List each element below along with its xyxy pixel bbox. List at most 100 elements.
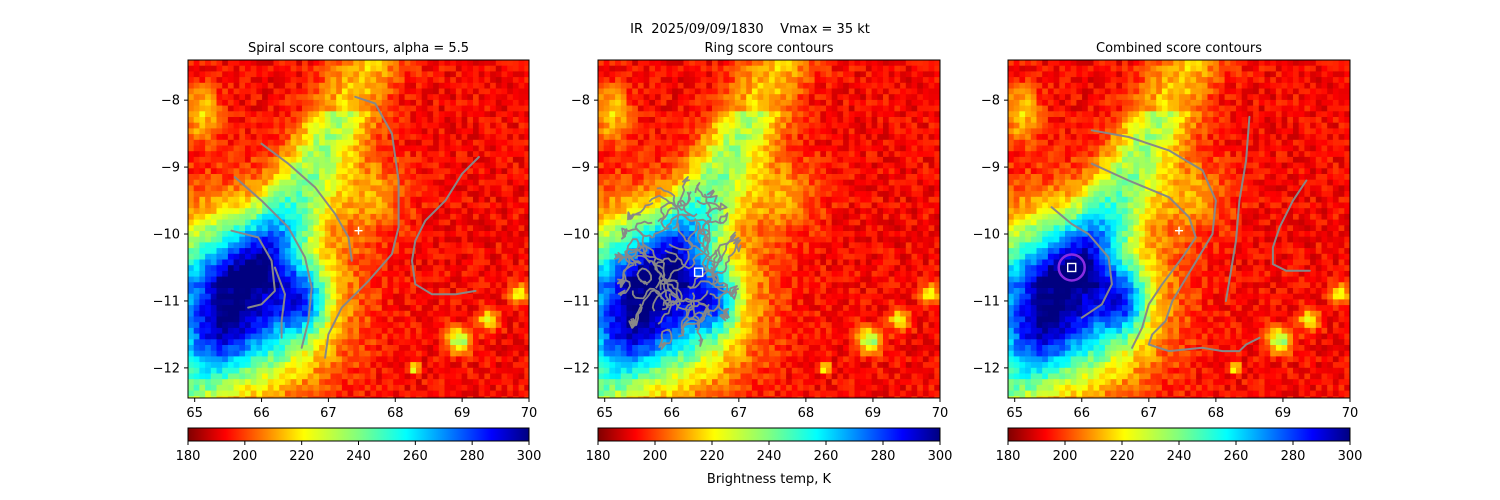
ring-contour-54 bbox=[657, 278, 673, 325]
y-tick-label: −11 bbox=[973, 294, 1000, 309]
x-tick-label: 66 bbox=[663, 406, 680, 421]
x-tick-label: 69 bbox=[1275, 406, 1292, 421]
colorbar-label: Brightness temp, K bbox=[706, 472, 832, 487]
colorbar-tick-label: 180 bbox=[176, 449, 201, 464]
ring-contour-39 bbox=[656, 187, 680, 230]
contour-line-6 bbox=[411, 156, 480, 296]
ring-contour-15 bbox=[636, 267, 652, 286]
colorbar-tick-label: 220 bbox=[289, 449, 314, 464]
y-tick-label: −11 bbox=[153, 294, 180, 309]
ring-contour-46 bbox=[680, 302, 713, 330]
ring-contour-52 bbox=[621, 227, 654, 240]
ring-contour-40 bbox=[702, 193, 712, 242]
x-tick-label: 68 bbox=[1208, 406, 1225, 421]
x-tick-label: 68 bbox=[798, 406, 815, 421]
y-tick-label: −8 bbox=[161, 94, 180, 109]
ring-contour-36 bbox=[631, 287, 670, 309]
ring-contour-16 bbox=[630, 289, 663, 327]
contour-line-4 bbox=[273, 266, 286, 339]
y-tick-label: −12 bbox=[973, 361, 1000, 376]
ring-contour-13 bbox=[696, 199, 728, 215]
panels-layer: 65 66 67 68 69 70 −8 −9 −10 −11 −12 Spiral score co… bbox=[153, 41, 1363, 464]
ring-contour-12 bbox=[707, 244, 742, 278]
axes-frame bbox=[1007, 59, 1351, 399]
colorbar-tick-label: 300 bbox=[1338, 449, 1363, 464]
x-tick-label: 67 bbox=[1141, 406, 1158, 421]
ring-contour-51 bbox=[706, 249, 728, 289]
ring-contour-55 bbox=[698, 212, 729, 235]
ring-contour-42 bbox=[668, 223, 694, 251]
heatmap-image bbox=[598, 60, 940, 398]
panel-1: 65 66 67 68 69 70 −8 −9 −10 −11 −12 Spiral score co… bbox=[153, 41, 542, 464]
colorbar-tick-label: 260 bbox=[814, 449, 839, 464]
ring-contour-24 bbox=[625, 238, 640, 266]
y-tick-label: −9 bbox=[981, 161, 1000, 176]
colorbar: 180 200 220 240 260 280 300 bbox=[996, 427, 1363, 464]
x-tick-label: 65 bbox=[186, 406, 203, 421]
ring-contour-4 bbox=[715, 285, 740, 300]
colorbar-tick-label: 200 bbox=[1053, 449, 1078, 464]
square-marker bbox=[693, 267, 704, 277]
colorbar-tick-label: 180 bbox=[586, 449, 611, 464]
heatmap-image bbox=[1008, 60, 1350, 398]
colorbar-tick-label: 300 bbox=[928, 449, 953, 464]
ring-contour-25 bbox=[628, 303, 643, 329]
ring-contour-49 bbox=[680, 304, 720, 337]
plus-marker bbox=[354, 226, 363, 235]
colorbar-tick-label: 220 bbox=[1110, 449, 1135, 464]
x-tick-label: 68 bbox=[387, 406, 404, 421]
x-tick-label: 70 bbox=[521, 406, 538, 421]
ring-contour-50 bbox=[654, 257, 679, 291]
colorbar-tick-label: 280 bbox=[460, 449, 485, 464]
square-marker bbox=[1067, 262, 1077, 273]
ring-contour-35 bbox=[637, 242, 666, 283]
colorbar-tick-label: 240 bbox=[757, 449, 782, 464]
ring-contour-18 bbox=[713, 231, 737, 271]
x-tick-label: 70 bbox=[1342, 406, 1359, 421]
colorbar-bar bbox=[187, 427, 530, 442]
contour-line-5 bbox=[1271, 179, 1311, 272]
y-tick-label: −9 bbox=[571, 161, 590, 176]
x-tick-label: 67 bbox=[731, 406, 748, 421]
ring-contour-22 bbox=[664, 249, 704, 270]
ring-contour-43 bbox=[687, 218, 713, 260]
colorbar-bar bbox=[1007, 427, 1351, 442]
figure-suptitle: IR 2025/09/09/1830 Vmax = 35 kt bbox=[630, 22, 870, 37]
ring-contour-30 bbox=[652, 213, 698, 238]
contour-line-4 bbox=[1224, 115, 1251, 302]
ring-contour-10 bbox=[706, 237, 742, 264]
y-tick-label: −8 bbox=[981, 94, 1000, 109]
heatmap-image bbox=[188, 60, 529, 398]
ring-contour-31 bbox=[648, 191, 690, 207]
x-tick-label: 69 bbox=[454, 406, 471, 421]
y-tick-label: −10 bbox=[973, 228, 1000, 243]
x-tick-label: 66 bbox=[1073, 406, 1090, 421]
contour-line-1 bbox=[1090, 162, 1197, 349]
ring-contour-41 bbox=[678, 303, 710, 338]
colorbar: 180 200 220 240 260 280 300 bbox=[586, 427, 953, 464]
circle-marker bbox=[1057, 253, 1086, 282]
colorbar-tick-label: 260 bbox=[403, 449, 428, 464]
contour-line-5 bbox=[324, 95, 400, 359]
panel-3: 65 66 67 68 69 70 −8 −9 −10 −11 −12 Combined score … bbox=[973, 41, 1363, 464]
axes-frame bbox=[187, 59, 530, 399]
colorbar-tick-label: 220 bbox=[700, 449, 725, 464]
colorbar-tick-label: 300 bbox=[517, 449, 542, 464]
ring-contour-28 bbox=[717, 295, 730, 322]
contour-line-3 bbox=[230, 229, 276, 309]
ring-contour-8 bbox=[651, 289, 681, 312]
y-tick-label: −11 bbox=[563, 294, 590, 309]
ring-contour-34 bbox=[684, 302, 705, 331]
ring-contour-19 bbox=[658, 328, 673, 350]
panel-2: 65 66 67 68 69 70 −8 −9 −10 −11 −12 Ring score cont… bbox=[563, 41, 953, 464]
x-tick-label: 67 bbox=[320, 406, 337, 421]
y-tick-label: −12 bbox=[563, 361, 590, 376]
y-tick-label: −10 bbox=[153, 228, 180, 243]
axes-frame bbox=[597, 59, 941, 399]
y-tick-label: −8 bbox=[571, 94, 590, 109]
x-tick-label: 65 bbox=[596, 406, 613, 421]
ring-contour-47 bbox=[617, 254, 631, 297]
colorbar-tick-label: 180 bbox=[996, 449, 1021, 464]
colorbar-tick-label: 200 bbox=[232, 449, 257, 464]
